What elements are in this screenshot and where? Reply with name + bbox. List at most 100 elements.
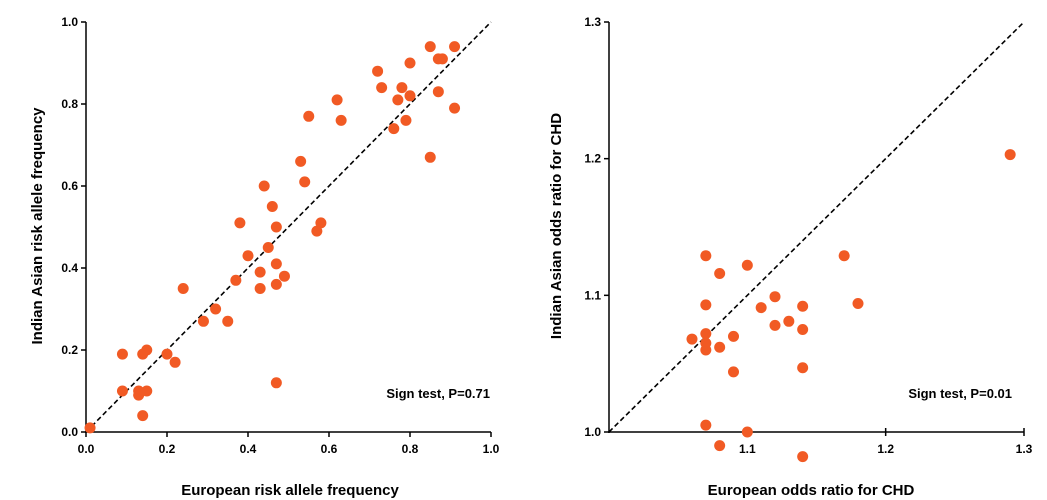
odds-ratio-scatter-panel: European odds ratio for CHD Indian Asian… <box>548 15 1033 499</box>
x-tick-label: 1.0 <box>483 442 500 456</box>
data-point <box>838 250 850 262</box>
data-point <box>436 53 448 65</box>
data-point <box>797 362 809 374</box>
x-tick-label: 0.6 <box>321 442 338 456</box>
data-point <box>116 385 128 397</box>
x-tick-label: 1.1 <box>739 442 756 456</box>
data-point <box>700 250 712 262</box>
data-point <box>116 348 128 360</box>
data-point <box>432 86 444 98</box>
data-point <box>400 114 412 126</box>
y-tick-label: 0.6 <box>61 179 78 193</box>
data-point <box>262 242 274 253</box>
data-point <box>741 259 753 271</box>
data-point <box>278 270 290 282</box>
data-point <box>714 267 726 279</box>
data-point <box>295 155 307 167</box>
data-point <box>797 324 809 335</box>
data-point <box>700 344 712 356</box>
sign-test-annotation: Sign test, P=0.01 <box>908 386 1012 401</box>
x-axis-title: European risk allele frequency <box>181 482 399 499</box>
data-point <box>270 221 282 233</box>
data-point <box>197 315 209 327</box>
y-tick-label: 1.3 <box>584 15 601 29</box>
data-point <box>783 315 795 327</box>
data-point <box>311 225 323 237</box>
data-point <box>424 151 436 163</box>
y-tick-label: 1.0 <box>584 425 601 439</box>
data-point <box>728 366 739 378</box>
y-tick-label: 0.8 <box>61 97 78 111</box>
data-point <box>258 180 270 192</box>
data-point <box>686 333 698 345</box>
data-point <box>161 348 173 360</box>
y-axis-title: Indian Asian risk allele frequency <box>29 107 46 345</box>
x-tick-label: 1.3 <box>1016 442 1033 456</box>
x-tick-label: 0.0 <box>78 442 95 456</box>
data-point <box>769 319 781 331</box>
data-point <box>755 302 767 314</box>
y-tick-label: 1.0 <box>61 15 78 29</box>
data-point <box>714 341 726 353</box>
data-point <box>404 90 416 102</box>
data-point <box>797 300 809 312</box>
data-point <box>242 250 254 262</box>
data-point <box>700 299 712 311</box>
x-tick-label: 0.2 <box>159 442 176 456</box>
data-point <box>388 123 400 135</box>
data-point <box>299 176 311 188</box>
data-point <box>315 217 327 229</box>
data-point <box>210 303 222 315</box>
data-point <box>270 278 282 290</box>
data-point <box>270 377 282 389</box>
data-point <box>1004 149 1016 161</box>
data-point <box>449 102 461 114</box>
y-tick-label: 1.2 <box>584 152 601 166</box>
data-point <box>335 114 347 126</box>
data-point <box>230 274 242 286</box>
data-point <box>177 283 189 294</box>
allele-frequency-scatter-panel: European risk allele frequency Indian As… <box>29 15 500 499</box>
identity-reference-line <box>608 21 1025 433</box>
data-point <box>84 422 96 434</box>
data-point <box>714 440 726 452</box>
data-point <box>331 94 343 106</box>
y-tick-label: 0.4 <box>61 261 78 275</box>
data-point <box>169 356 181 368</box>
data-point <box>741 426 753 438</box>
data-point <box>303 110 315 122</box>
data-point <box>141 344 153 356</box>
data-point <box>797 451 809 463</box>
data-point <box>404 57 416 69</box>
data-point <box>424 41 436 53</box>
data-point <box>137 410 149 422</box>
data-point <box>270 258 282 270</box>
data-point <box>254 266 266 278</box>
data-point <box>728 330 739 342</box>
y-tick-label: 0.0 <box>61 425 78 439</box>
data-point <box>396 82 408 94</box>
data-point <box>372 65 384 77</box>
sign-test-annotation: Sign test, P=0.71 <box>386 386 490 401</box>
y-tick-label: 0.2 <box>61 343 78 357</box>
data-point <box>852 298 864 310</box>
data-point <box>449 41 461 53</box>
x-axis-title: European odds ratio for CHD <box>708 482 915 499</box>
y-axis-title: Indian Asian odds ratio for CHD <box>548 113 565 339</box>
data-point <box>133 385 145 397</box>
data-point <box>700 328 712 340</box>
data-point <box>254 283 266 294</box>
x-tick-label: 0.4 <box>240 442 257 456</box>
identity-reference-line <box>85 21 492 433</box>
data-point <box>700 419 712 431</box>
data-point <box>769 291 781 303</box>
data-point <box>222 315 234 327</box>
x-tick-label: 1.2 <box>877 442 894 456</box>
data-point <box>141 385 153 397</box>
data-point <box>392 94 404 106</box>
data-point <box>266 201 278 212</box>
data-point <box>376 82 388 94</box>
data-point <box>234 217 246 229</box>
x-tick-label: 0.8 <box>402 442 419 456</box>
